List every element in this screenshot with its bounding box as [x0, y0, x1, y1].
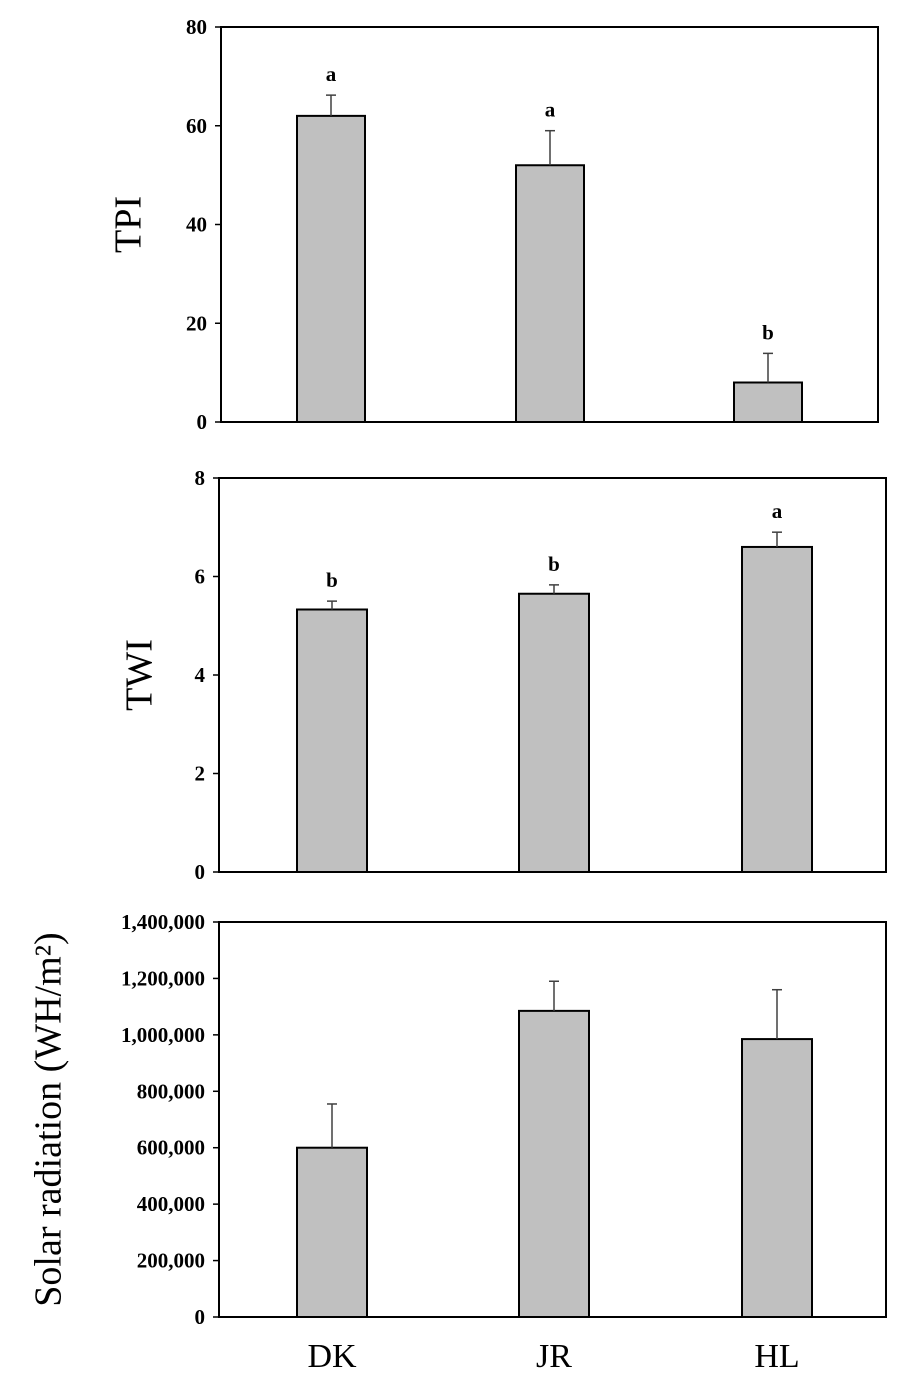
- bar-JR: [518, 592, 590, 873]
- x-category-label: JR: [536, 1338, 572, 1375]
- y-tick-label: 0: [197, 410, 208, 434]
- x-category-label: DK: [307, 1338, 357, 1375]
- significance-letter: b: [762, 320, 774, 344]
- y-tick-label: 80: [186, 15, 207, 39]
- bar-HL: [741, 1038, 813, 1318]
- y-tick-label: 0: [195, 1305, 206, 1329]
- bar-DK: [296, 1146, 368, 1318]
- y-tick-label: 1,000,000: [121, 1023, 205, 1047]
- chart-panel-1: 0 20 40 60 80 TPI a a b: [108, 15, 879, 434]
- y-tick-label: 800,000: [137, 1079, 205, 1103]
- significance-letter: a: [545, 98, 556, 122]
- chart-panel-2: 0 2 4 6 8 TWI b b a: [119, 466, 887, 884]
- bar-HL: [733, 381, 803, 423]
- chart-panel-3: 0 200,000 400,000 600,000 800,000 1,000,000 1,…: [28, 910, 887, 1375]
- x-category-label: HL: [754, 1338, 799, 1375]
- y-tick-label: 40: [186, 213, 207, 237]
- y-axis-label: TPI: [108, 196, 150, 253]
- bar-JR: [515, 164, 585, 423]
- y-tick-label: 0: [195, 860, 206, 884]
- y-axis-label: Solar radiation (WH/m²): [28, 932, 70, 1306]
- y-tick-label: 8: [195, 466, 206, 490]
- significance-letter: b: [548, 552, 560, 576]
- y-tick-label: 400,000: [137, 1192, 205, 1216]
- y-tick-label: 20: [186, 311, 207, 335]
- y-tick-label: 60: [186, 114, 207, 138]
- bar-DK: [296, 114, 366, 423]
- y-tick-label: 4: [195, 663, 206, 687]
- y-tick-label: 1,200,000: [121, 966, 205, 990]
- y-tick-label: 6: [195, 565, 206, 589]
- bar-HL: [741, 545, 813, 873]
- y-tick-label: 2: [195, 762, 206, 786]
- bar-DK: [296, 608, 368, 873]
- significance-letter: a: [772, 499, 783, 523]
- y-tick-label: 600,000: [137, 1136, 205, 1160]
- y-axis-label: TWI: [119, 639, 161, 711]
- significance-letter: a: [326, 62, 337, 86]
- y-tick-label: 1,400,000: [121, 910, 205, 934]
- y-tick-label: 200,000: [137, 1249, 205, 1273]
- bar-JR: [518, 1009, 590, 1318]
- significance-letter: b: [326, 568, 338, 592]
